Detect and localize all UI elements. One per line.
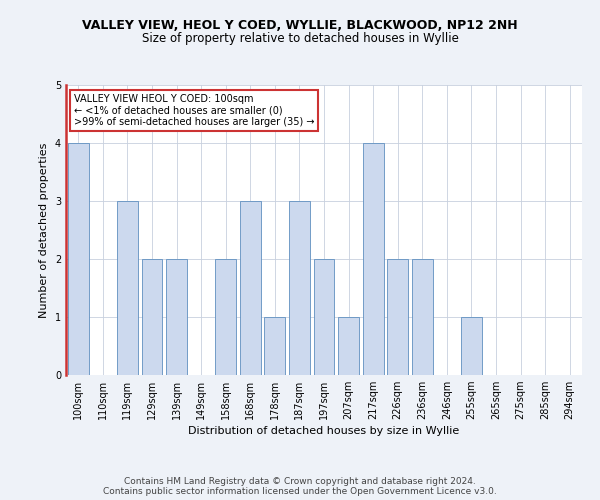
Bar (314, 259, 334, 375)
Y-axis label: Number of detached properties: Number of detached properties (40, 142, 49, 318)
Text: VALLEY VIEW, HEOL Y COED, WYLLIE, BLACKWOOD, NP12 2NH: VALLEY VIEW, HEOL Y COED, WYLLIE, BLACKW… (82, 19, 518, 32)
Text: Size of property relative to detached houses in Wyllie: Size of property relative to detached ho… (142, 32, 458, 45)
Bar (362, 143, 383, 375)
Text: Contains HM Land Registry data © Crown copyright and database right 2024.: Contains HM Land Registry data © Crown c… (124, 476, 476, 486)
Bar (68, 143, 89, 375)
X-axis label: Distribution of detached houses by size in Wyllie: Distribution of detached houses by size … (188, 426, 460, 436)
Text: VALLEY VIEW HEOL Y COED: 100sqm
← <1% of detached houses are smaller (0)
>99% of: VALLEY VIEW HEOL Y COED: 100sqm ← <1% of… (74, 94, 314, 127)
Bar (412, 259, 433, 375)
Bar (215, 259, 236, 375)
Bar (338, 317, 359, 375)
Bar (289, 201, 310, 375)
Bar (387, 259, 408, 375)
Bar (461, 317, 482, 375)
Text: Contains public sector information licensed under the Open Government Licence v3: Contains public sector information licen… (103, 486, 497, 496)
Bar (265, 317, 286, 375)
Bar (240, 201, 261, 375)
Bar (142, 259, 163, 375)
Bar (117, 201, 138, 375)
Bar (166, 259, 187, 375)
